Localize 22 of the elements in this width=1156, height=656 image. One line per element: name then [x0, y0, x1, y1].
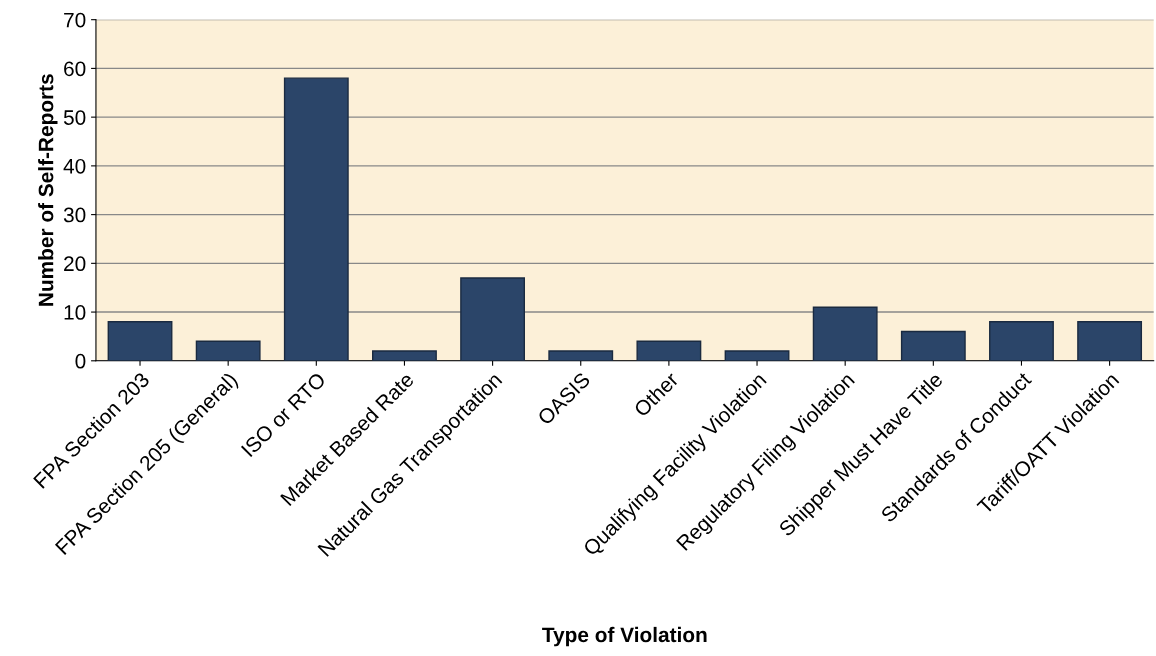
x-axis-title: Type of Violation	[542, 626, 707, 647]
bar	[283, 77, 349, 361]
bar	[107, 321, 173, 361]
y-tick-label: 0	[75, 353, 86, 369]
bar	[548, 350, 614, 361]
y-tick-label: 70	[64, 12, 86, 28]
bar	[372, 350, 437, 361]
y-tick-label: 60	[64, 61, 86, 77]
bar	[1077, 321, 1143, 361]
y-tick-label: 30	[63, 207, 86, 223]
y-tick-label: 20	[64, 256, 86, 272]
bar	[636, 340, 702, 361]
bar	[812, 306, 878, 361]
y-tick-label: 40	[63, 158, 86, 174]
y-tick-label: 10	[64, 305, 86, 320]
bar	[900, 330, 966, 361]
y-axis-title: Number of Self-Reports	[38, 74, 58, 306]
y-tick-label: 50	[63, 110, 86, 125]
bar	[195, 340, 261, 361]
bar	[724, 350, 790, 361]
bar	[989, 321, 1054, 361]
bar	[460, 277, 526, 361]
